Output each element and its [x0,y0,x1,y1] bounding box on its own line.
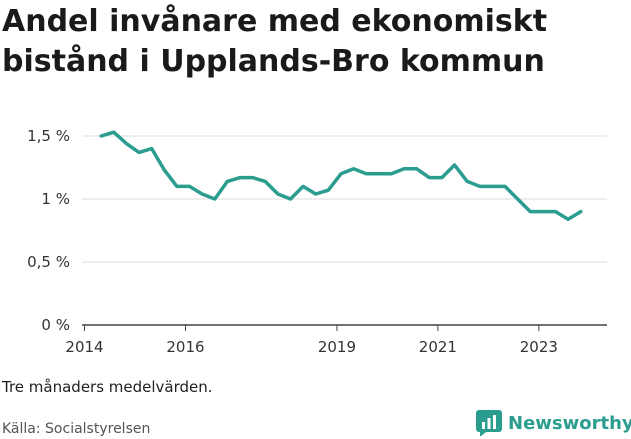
x-tick-label: 2019 [318,338,356,356]
brand-name: Newsworthy [508,412,631,434]
y-tick-label: 0,5 % [27,253,70,271]
bar-chart-logo-icon [476,410,502,436]
gridlines [82,135,607,263]
x-tick-label: 2016 [166,338,204,356]
chart-title: Andel invånare med ekonomiskt bistånd i … [2,4,548,79]
x-tick-label: 2023 [520,338,558,356]
newsworthy-logo: Newsworthy [476,408,631,438]
source-credit: Källa: Socialstyrelsen [2,421,151,437]
x-axis-tick-labels: 2014 2016 2019 2021 2023 [65,338,558,356]
chart-note: Tre månaders medelvärden. [2,378,213,396]
y-tick-label: 1,5 % [27,127,70,145]
y-axis-tick-labels: 0 % 0,5 % 1 % 1,5 % [27,127,70,334]
y-tick-label: 1 % [41,190,70,208]
y-tick-label: 0 % [41,316,70,334]
series-line [99,130,583,221]
x-axis [82,324,607,331]
x-tick-label: 2014 [65,338,103,356]
series-layer [99,130,583,221]
x-tick-label: 2021 [419,338,457,356]
